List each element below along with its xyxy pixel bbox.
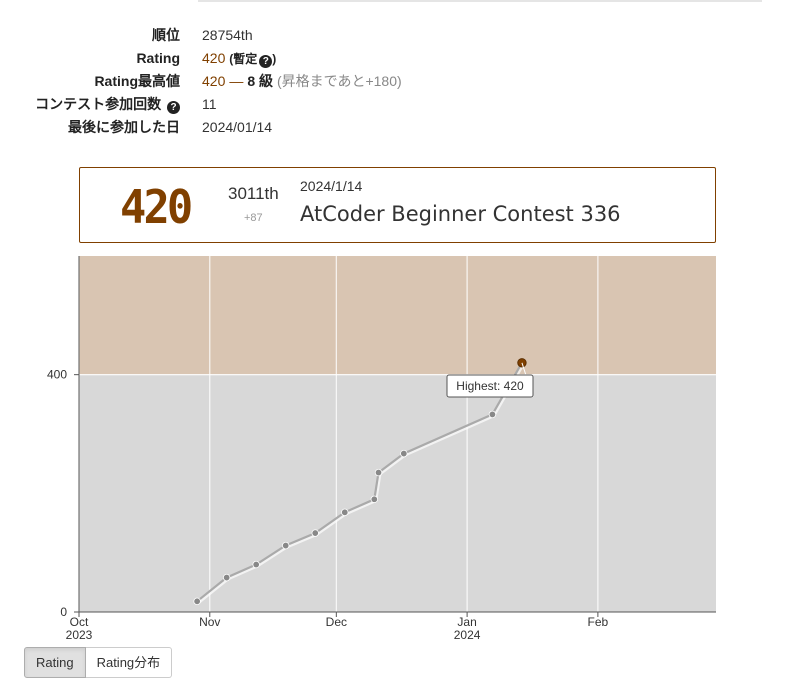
contest-card: 420 3011th +87 2024/1/14 AtCoder Beginne…: [79, 167, 716, 243]
contests-label: コンテスト参加回数: [35, 96, 162, 112]
x-tick-label: Dec: [326, 615, 347, 629]
y-tick-label: 0: [60, 605, 67, 619]
highest-label: Rating最高値: [94, 73, 180, 89]
data-point[interactable]: [370, 495, 378, 503]
card-rating: 420: [120, 180, 193, 234]
rating-value-group: 420 (暫定?): [202, 47, 276, 70]
last-label: 最後に参加した日: [68, 119, 180, 135]
data-point[interactable]: [252, 560, 260, 569]
chart-toggle: Rating Rating分布: [24, 647, 173, 678]
rating-band-1: [79, 256, 716, 375]
data-point[interactable]: [488, 410, 497, 419]
data-point[interactable]: [193, 597, 201, 606]
data-point[interactable]: [400, 449, 408, 458]
highest-dash: —: [229, 73, 244, 89]
rating-tab-button[interactable]: Rating: [24, 647, 86, 678]
contests-label-group: コンテスト参加回数 ?: [0, 93, 180, 115]
rating-value: 420: [202, 50, 226, 66]
card-diff: +87: [244, 212, 263, 224]
provisional-close: ): [272, 52, 277, 66]
profile-row-contests: コンテスト参加回数 ? 11: [0, 93, 600, 115]
card-date: 2024/1/14: [300, 178, 363, 194]
promotion-note: (昇格まであと+180): [276, 73, 402, 89]
x-tick-label: Nov: [199, 615, 220, 629]
x-tick-label: Oct: [70, 615, 89, 629]
distribution-tab-button[interactable]: Rating分布: [85, 647, 173, 678]
contests-value: 11: [202, 96, 217, 112]
question-icon[interactable]: ?: [259, 55, 273, 68]
highest-value: 420: [202, 73, 226, 89]
data-point[interactable]: [282, 541, 290, 550]
card-rank: 3011th: [228, 184, 279, 203]
rating-label: Rating: [136, 50, 180, 66]
data-point[interactable]: [517, 358, 527, 368]
rank-label: 順位: [152, 27, 180, 43]
x-tick-year-label: 2024: [454, 628, 481, 642]
profile-row-rating: Rating 420 (暫定?): [0, 47, 600, 69]
provisional-label: (暫定: [229, 52, 258, 66]
x-tick-year-label: 2023: [66, 628, 93, 642]
rating-band-0: [79, 374, 716, 612]
profile-row-rank: 順位 28754th: [0, 24, 600, 46]
profile-row-highest: Rating最高値 420—8 級 (昇格まであと+180): [0, 70, 600, 92]
highest-callout-box: [446, 374, 534, 398]
data-point[interactable]: [374, 468, 383, 477]
top-divider: [198, 0, 762, 2]
question-icon[interactable]: ?: [167, 101, 180, 114]
rank-value: 28754th: [202, 27, 253, 43]
x-tick-label: Jan: [457, 615, 476, 629]
highest-kyu: 8 級: [247, 73, 274, 89]
highest-callout-label: Highest: 420: [456, 379, 524, 393]
data-point[interactable]: [311, 529, 319, 537]
last-value: 2024/01/14: [202, 119, 273, 135]
y-tick-label: 400: [47, 368, 67, 382]
highest-value-group: 420—8 級 (昇格まであと+180): [202, 70, 402, 92]
x-tick-label: Feb: [588, 615, 609, 629]
data-point[interactable]: [222, 573, 231, 582]
data-point[interactable]: [341, 508, 349, 517]
card-contest-name: AtCoder Beginner Contest 336: [300, 202, 621, 226]
profile-row-last: 最後に参加した日 2024/01/14: [0, 116, 600, 138]
